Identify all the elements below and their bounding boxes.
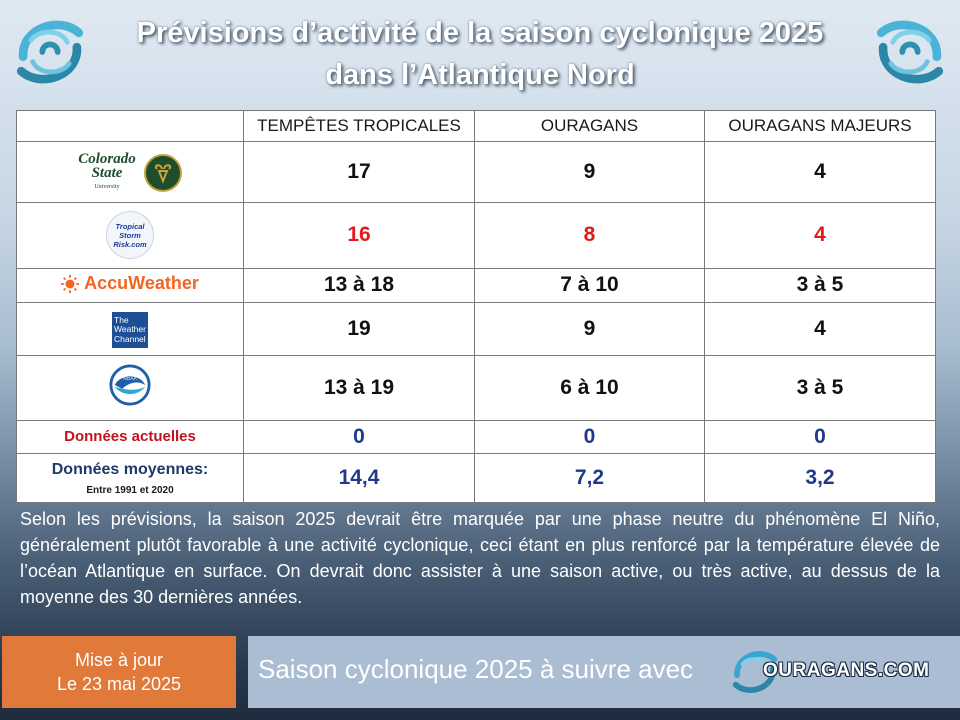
value-cell: 4 (704, 201, 936, 269)
value-cell: 3 à 5 (704, 355, 936, 421)
value-cell: 9 (474, 302, 705, 357)
update-box: Mise à jour Le 23 mai 2025 (2, 636, 236, 708)
value-cell: 16 (243, 201, 475, 269)
value-cell: 6 à 10 (474, 355, 705, 421)
hurricane-swirl-icon (876, 20, 944, 84)
noaa-logo: NOAA (109, 364, 151, 406)
current-data-label: Données actuelles (64, 428, 196, 446)
accuweather-logo-text: AccuWeather (84, 273, 199, 294)
label-cell-current: Données actuelles (16, 419, 244, 455)
table-row: Tropical Storm Risk.com 16 8 4 (16, 201, 936, 269)
average-data-label: Données moyennes: (51, 460, 209, 478)
ouragans-brand-logo[interactable]: OURAGANS.COM (723, 640, 953, 704)
label-cell-average: Données moyennes: Entre 1991 et 2020 (16, 453, 244, 503)
accuweather-logo: AccuWeather (61, 273, 199, 294)
follow-text: Saison cyclonique 2025 à suivre avec (258, 654, 694, 684)
value-cell: 9 (474, 141, 705, 203)
value-cell: 3 à 5 (704, 267, 936, 304)
twc-logo-text-2: Weather (114, 324, 146, 335)
weather-channel-logo: The Weather Channel (112, 312, 148, 349)
table-row: NOAA 13 à 19 6 à 10 3 à 5 (16, 355, 936, 421)
source-cell-weather-channel: The Weather Channel (16, 302, 244, 357)
header-empty-cell (16, 110, 244, 142)
column-header-major-hurricanes: OURAGANS MAJEURS (704, 110, 936, 142)
value-cell: 4 (704, 302, 936, 357)
value-cell: 4 (704, 141, 936, 203)
tsr-logo-text-2: Storm (119, 230, 141, 240)
csu-logo-text-3: University (94, 183, 120, 190)
value-cell: 0 (243, 419, 475, 455)
value-cell: 7,2 (474, 453, 705, 503)
value-cell: 0 (704, 419, 936, 455)
csu-ram-logo (143, 153, 182, 192)
value-cell: 14,4 (243, 453, 475, 503)
title-line-1: Prévisions d’activité de la saison cyclo… (136, 17, 824, 49)
update-label: Mise à jour (74, 650, 164, 670)
tsr-logo: Tropical Storm Risk.com (106, 211, 154, 260)
table-row: Données moyennes: Entre 1991 et 2020 14,… (16, 453, 936, 503)
value-cell: 19 (243, 302, 475, 357)
value-cell: 8 (474, 201, 705, 269)
value-cell: 17 (243, 141, 475, 203)
table-row: AccuWeather 13 à 18 7 à 10 3 à 5 (16, 267, 936, 304)
value-cell: 3,2 (704, 453, 936, 503)
noaa-logo-text: NOAA (123, 377, 137, 383)
brand-name: OURAGANS.COM (763, 660, 930, 681)
tsr-logo-text-3: Risk.com (113, 239, 147, 249)
source-cell-csu: Colorado State University (16, 141, 244, 203)
value-cell: 13 à 19 (243, 355, 475, 421)
follow-banner: Saison cyclonique 2025 à suivre avec OUR… (248, 636, 960, 708)
table-header-row: TEMPÊTES TROPICALES OURAGANS OURAGANS MA… (16, 110, 936, 142)
forecast-table: TEMPÊTES TROPICALES OURAGANS OURAGANS MA… (16, 110, 936, 503)
title-line-2: dans l’Atlantique Nord (325, 59, 635, 91)
tsr-logo-text-1: Tropical (115, 221, 145, 231)
table-row: The Weather Channel 19 9 4 (16, 302, 936, 357)
csu-logo-text-2: State (91, 164, 123, 181)
twc-logo-text-3: Channel (114, 333, 146, 344)
value-cell: 0 (474, 419, 705, 455)
forecast-paragraph: Selon les prévisions, la saison 2025 dev… (20, 509, 940, 607)
source-cell-noaa: NOAA (16, 355, 244, 421)
update-date: Le 23 mai 2025 (56, 674, 182, 694)
column-header-tropical-storms: TEMPÊTES TROPICALES (243, 110, 475, 142)
column-header-hurricanes: OURAGANS (474, 110, 705, 142)
twc-logo-text-1: The (114, 314, 129, 325)
source-cell-tsr: Tropical Storm Risk.com (16, 201, 244, 269)
table-row: Colorado State University 17 9 4 (16, 141, 936, 203)
accuweather-sun-icon (61, 274, 80, 293)
source-cell-accuweather: AccuWeather (16, 267, 244, 304)
table-row: Données actuelles 0 0 0 (16, 419, 936, 455)
value-cell: 7 à 10 (474, 267, 705, 304)
csu-logo-text-1: Colorado (78, 150, 136, 167)
hurricane-swirl-icon (16, 20, 84, 84)
hurricane-swirl-icon (732, 651, 778, 693)
value-cell: 13 à 18 (243, 267, 475, 304)
average-period-label: Entre 1991 et 2020 (86, 484, 174, 496)
page-title: Prévisions d’activité de la saison cyclo… (90, 12, 870, 96)
csu-logo: Colorado State University (78, 150, 182, 194)
